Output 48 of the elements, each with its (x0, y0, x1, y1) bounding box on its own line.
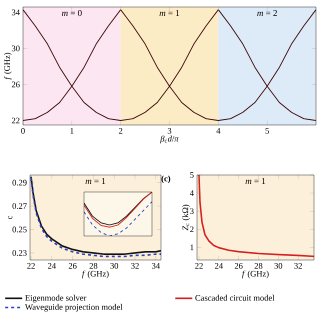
y-tick-label: 0.25 (12, 226, 27, 232)
x-tick-label: 0 (21, 128, 25, 134)
y-tick-label: 26 (12, 82, 20, 88)
y-tick-label: 3 (190, 208, 194, 214)
y-tick-label: 1 (190, 244, 194, 250)
y-axis-title: c (8, 216, 12, 220)
y-tick-label: 4 (190, 190, 194, 196)
text: (c) (162, 175, 170, 184)
x-axis-title: β$_{c}$d/π (160, 136, 179, 144)
x-tick-label: 28 (90, 263, 98, 269)
x-tick-label: 3 (168, 128, 172, 134)
x-tick-label: 24 (214, 263, 223, 269)
y-tick-label: 0.23 (12, 250, 27, 256)
y-tick-label: 0.27 (12, 203, 27, 209)
annotation: m = 1 (246, 178, 266, 184)
x-tick-label: 34 (152, 263, 160, 269)
band-label: m = 0 (62, 10, 82, 16)
y-tick-label: 22 (12, 118, 20, 124)
y-tick-label: 2 (190, 226, 194, 232)
y-tick-label: 34 (12, 10, 20, 16)
y-tick-label: 5 (190, 172, 194, 178)
y-axis-title: f (GHz) (4, 52, 12, 80)
x-tick-label: 32 (294, 263, 302, 269)
x-tick-label: 4 (216, 128, 220, 134)
x-tick-label: 30 (274, 263, 282, 269)
y-axis-title: Z$_{c}$ (kΩ) (182, 204, 190, 230)
x-tick-label: 24 (48, 263, 56, 269)
band-label: m = 2 (257, 10, 277, 16)
annotation: m = 1 (86, 178, 106, 184)
y-tick-label: 0.29 (12, 180, 27, 186)
y-tick-label: 30 (12, 46, 20, 52)
x-axis-title: f (GHz) (242, 270, 269, 278)
band-label: m = 1 (160, 10, 180, 16)
x-tick-label: 2 (118, 128, 122, 134)
x-tick-label: 22 (27, 263, 35, 269)
x-tick-label: 22 (195, 263, 203, 269)
x-tick-label: 28 (254, 263, 262, 269)
line-series (198, 174, 314, 258)
x-tick-label: 1 (70, 128, 74, 134)
x-tick-label: 32 (131, 263, 139, 269)
legend-label: Waveguide projection model (24, 304, 122, 312)
x-tick-label: 26 (234, 263, 243, 269)
legend-label: Eigenmode solver (25, 294, 86, 302)
legend-label: Cascaded circuit model (195, 294, 274, 301)
x-axis-title: f (GHz) (82, 270, 109, 278)
x-tick-label: 30 (110, 263, 118, 269)
x-tick-label: 26 (68, 263, 77, 269)
x-tick-label: 5 (266, 128, 269, 134)
